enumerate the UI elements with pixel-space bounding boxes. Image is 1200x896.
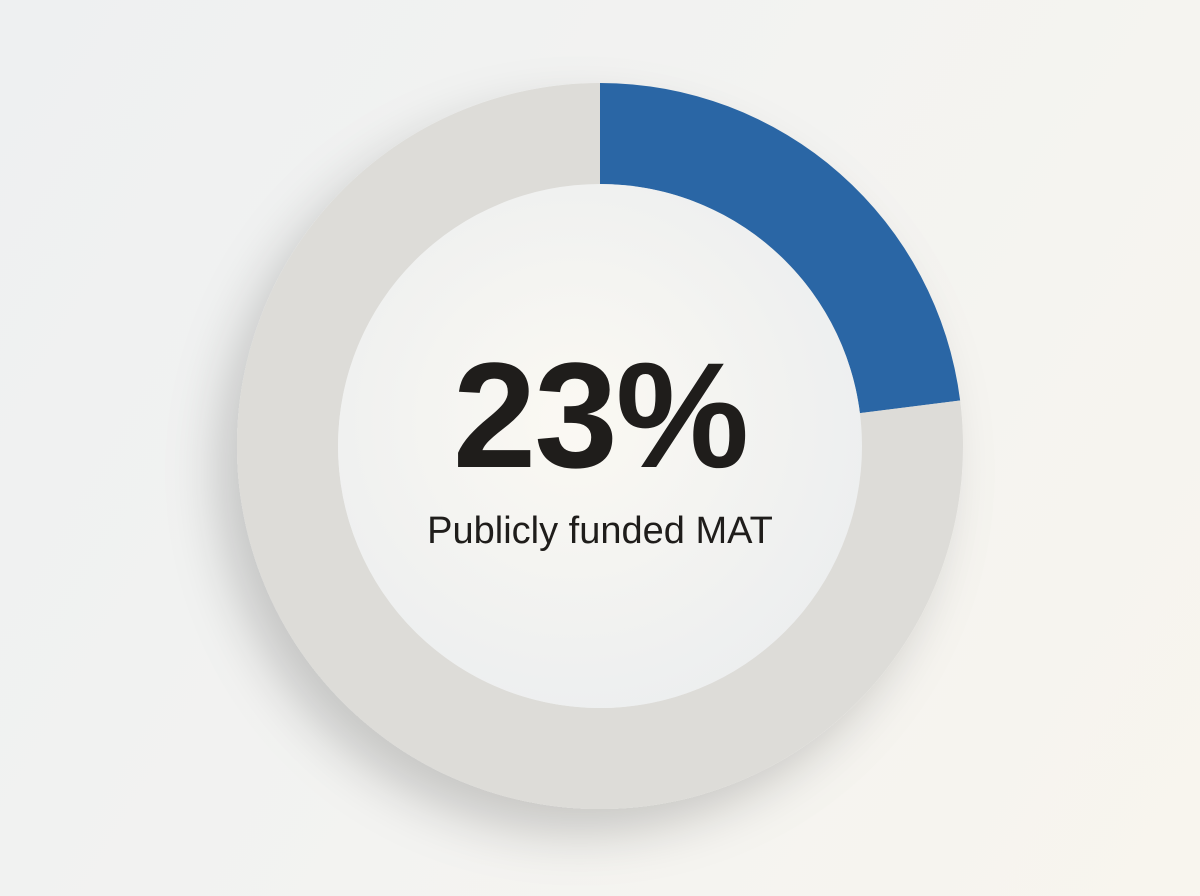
- donut-hole: [338, 184, 862, 708]
- center-value: 23%: [452, 331, 749, 499]
- donut-slice-highlighted: [600, 83, 961, 414]
- center-label: Publicly funded MAT: [427, 510, 773, 552]
